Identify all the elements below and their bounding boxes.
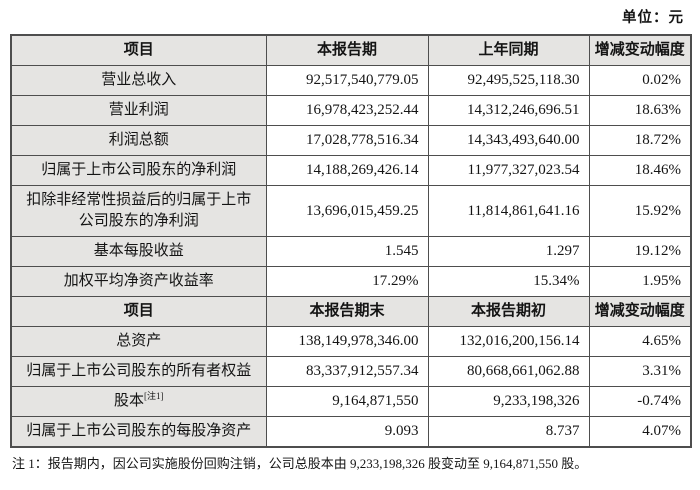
change-value: 1.95% <box>588 266 692 297</box>
current-value: 9,164,871,550 <box>265 386 429 417</box>
financial-summary-table: 项目 本报告期 上年同期 增减变动幅度 营业总收入 92,517,540,779… <box>10 34 692 448</box>
col-header-period-end: 本报告期末 <box>265 296 429 327</box>
prior-value: 14,312,246,696.51 <box>427 95 590 126</box>
current-value: 9.093 <box>265 416 429 448</box>
share-capital-label: 股本 <box>113 393 144 409</box>
row-label: 营业总收入 <box>10 65 267 96</box>
table-row: 扣除非经常性损益后的归属于上市公司股东的净利润 13,696,015,459.2… <box>10 185 692 237</box>
prior-value: 80,668,661,062.88 <box>427 356 590 387</box>
row-label: 总资产 <box>10 326 267 357</box>
table-row: 归属于上市公司股东的净利润 14,188,269,426.14 11,977,3… <box>10 155 692 186</box>
unit-label: 单位：元 <box>622 10 684 26</box>
change-value: 4.07% <box>588 416 692 448</box>
prior-value: 92,495,525,118.30 <box>427 65 590 96</box>
change-value: -0.74% <box>588 386 692 417</box>
col-header-current-period: 本报告期 <box>265 34 429 66</box>
change-value: 18.63% <box>588 95 692 126</box>
section1-header-row: 项目 本报告期 上年同期 增减变动幅度 <box>10 34 692 66</box>
change-value: 4.65% <box>588 326 692 357</box>
change-value: 19.12% <box>588 236 692 267</box>
col-header-item: 项目 <box>10 34 267 66</box>
change-value: 18.72% <box>588 125 692 156</box>
row-label: 归属于上市公司股东的每股净资产 <box>10 416 267 448</box>
footnote-ref-marker: [注1] <box>144 391 164 401</box>
section2-header-row: 项目 本报告期末 本报告期初 增减变动幅度 <box>10 296 692 327</box>
prior-value: 15.34% <box>427 266 590 297</box>
current-value: 1.545 <box>265 236 429 267</box>
table-row: 营业利润 16,978,423,252.44 14,312,246,696.51… <box>10 95 692 126</box>
current-value: 138,149,978,346.00 <box>265 326 429 357</box>
table-row: 股本[注1] 9,164,871,550 9,233,198,326 -0.74… <box>10 386 692 417</box>
table-row: 归属于上市公司股东的每股净资产 9.093 8.737 4.07% <box>10 416 692 448</box>
col-header-prior-period: 上年同期 <box>427 34 590 66</box>
change-value: 3.31% <box>588 356 692 387</box>
row-label: 营业利润 <box>10 95 267 126</box>
current-value: 13,696,015,459.25 <box>265 185 429 237</box>
current-value: 17,028,778,516.34 <box>265 125 429 156</box>
current-value: 83,337,912,557.34 <box>265 356 429 387</box>
prior-value: 132,016,200,156.14 <box>427 326 590 357</box>
change-value: 0.02% <box>588 65 692 96</box>
table-row: 利润总额 17,028,778,516.34 14,343,493,640.00… <box>10 125 692 156</box>
table-row: 加权平均净资产收益率 17.29% 15.34% 1.95% <box>10 266 692 297</box>
col-header-change: 增减变动幅度 <box>588 296 692 327</box>
col-header-item: 项目 <box>10 296 267 327</box>
prior-value: 11,814,861,641.16 <box>427 185 590 237</box>
row-label: 利润总额 <box>10 125 267 156</box>
table-row: 基本每股收益 1.545 1.297 19.12% <box>10 236 692 267</box>
row-label: 扣除非经常性损益后的归属于上市公司股东的净利润 <box>10 185 267 237</box>
prior-value: 11,977,327,023.54 <box>427 155 590 186</box>
prior-value: 8.737 <box>427 416 590 448</box>
current-value: 16,978,423,252.44 <box>265 95 429 126</box>
current-value: 17.29% <box>265 266 429 297</box>
row-label: 股本[注1] <box>10 386 267 417</box>
prior-value: 14,343,493,640.00 <box>427 125 590 156</box>
change-value: 18.46% <box>588 155 692 186</box>
row-label: 归属于上市公司股东的所有者权益 <box>10 356 267 387</box>
row-label: 基本每股收益 <box>10 236 267 267</box>
footnote: 注 1：报告期内，因公司实施股份回购注销，公司总股本由 9,233,198,32… <box>12 456 588 471</box>
table-row: 总资产 138,149,978,346.00 132,016,200,156.1… <box>10 326 692 357</box>
change-value: 15.92% <box>588 185 692 237</box>
row-label: 加权平均净资产收益率 <box>10 266 267 297</box>
prior-value: 9,233,198,326 <box>427 386 590 417</box>
current-value: 14,188,269,426.14 <box>265 155 429 186</box>
col-header-period-begin: 本报告期初 <box>427 296 590 327</box>
prior-value: 1.297 <box>427 236 590 267</box>
table-row: 归属于上市公司股东的所有者权益 83,337,912,557.34 80,668… <box>10 356 692 387</box>
row-label: 归属于上市公司股东的净利润 <box>10 155 267 186</box>
table-row: 营业总收入 92,517,540,779.05 92,495,525,118.3… <box>10 65 692 96</box>
col-header-change: 增减变动幅度 <box>588 34 692 66</box>
current-value: 92,517,540,779.05 <box>265 65 429 96</box>
